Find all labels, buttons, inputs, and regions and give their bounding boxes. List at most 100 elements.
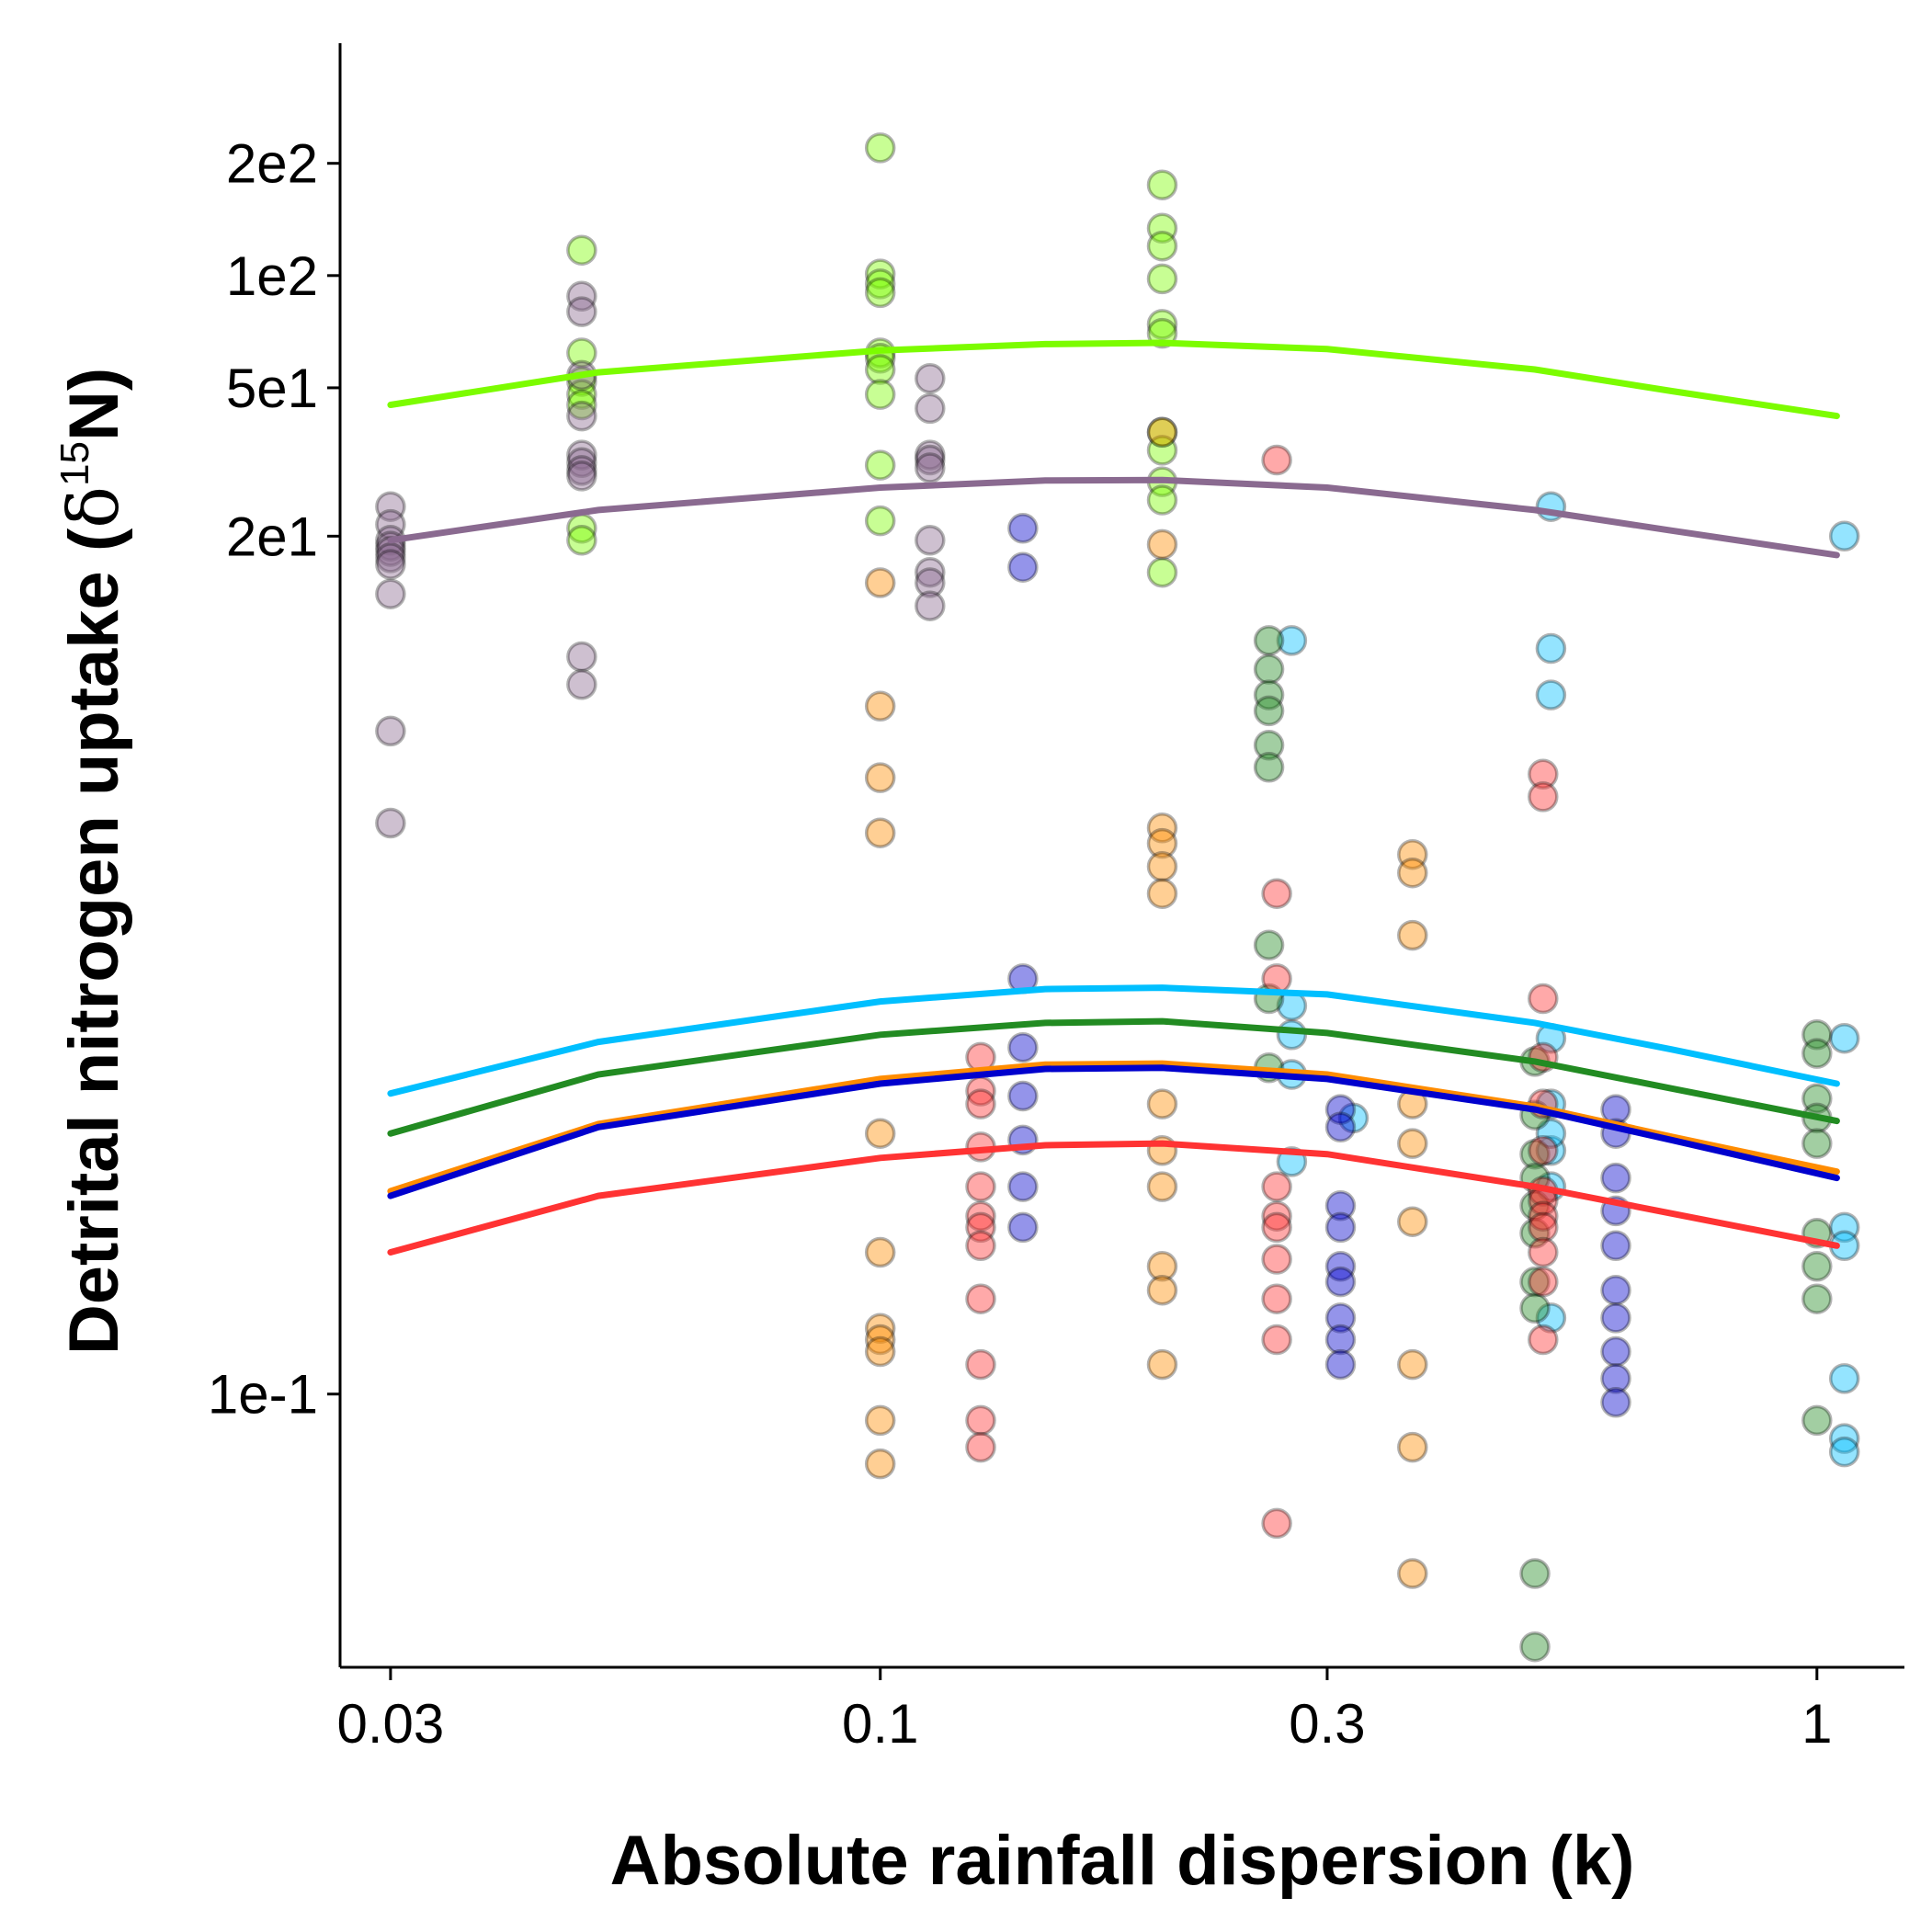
data-point [1261,1507,1292,1540]
data-point [1253,730,1285,761]
data-point [566,280,597,313]
data-point [1801,1128,1833,1159]
data-point [1324,1094,1357,1125]
fit-line [387,1140,1840,1256]
data-point [1324,1111,1357,1143]
data-point [1535,1118,1567,1149]
data-point [566,455,597,486]
data-point [1146,1088,1178,1119]
data-point [1146,827,1178,859]
data-point [864,1236,896,1268]
data-point [1253,929,1285,961]
data-point [1801,1083,1833,1115]
data-point [864,1404,896,1437]
data-point [1324,1348,1357,1381]
data-point [1828,1436,1860,1468]
data-point [864,567,896,598]
x-tick-label: 0.1 [842,1693,918,1755]
data-point [1528,781,1559,813]
y-axis-title: Detrital nitrogen uptake (δ15N) [52,368,134,1355]
data-point [1261,1283,1292,1314]
data-point [1519,1190,1551,1222]
data-point [864,1313,896,1345]
data-point [915,525,946,556]
data-point [1146,230,1178,262]
data-point [1397,1348,1428,1381]
data-point [965,1211,996,1244]
data-point [1600,1363,1631,1394]
data-point [1146,416,1178,449]
data-point [1261,1171,1292,1202]
axes [338,43,1904,1669]
data-point [864,449,896,481]
x-tick-label: 0.3 [1289,1693,1365,1755]
data-point [566,669,597,700]
data-point [1324,1211,1357,1244]
data-point [1324,1190,1357,1222]
data-point [1007,551,1039,583]
data-point [1261,1244,1292,1275]
data-point [1261,444,1292,476]
data-point [1600,1387,1631,1418]
data-point [915,567,946,598]
data-point [1828,1211,1860,1244]
fit-line [387,476,1840,559]
data-point [1007,1031,1039,1063]
data-point [915,444,946,476]
y-tick-label: 5e1 [226,358,318,419]
data-point [375,578,406,609]
data-point [1519,1218,1551,1249]
data-point [1253,752,1285,783]
data-point [1146,1274,1178,1306]
data-point [1146,484,1178,516]
data-point [1535,1302,1567,1334]
data-point [915,590,946,621]
data-point [1828,1363,1860,1394]
data-point [1528,758,1559,790]
data-point [1519,1292,1551,1324]
data-point [1828,1022,1860,1054]
data-point [1007,1171,1039,1202]
data-point [1146,169,1178,200]
x-axis-ticks: 0.03 0.1 0.3 1 [337,1667,1832,1755]
data-point [1519,1631,1551,1663]
data-point [1528,1200,1559,1232]
data-point [375,542,406,574]
y-tick-label: 1e2 [226,245,318,307]
data-point [1519,1266,1551,1298]
data-point [375,491,406,522]
x-tick-label: 0.03 [337,1693,445,1755]
data-point [1146,1348,1178,1381]
data-point [1253,653,1285,685]
data-point [1528,1236,1559,1268]
data-point [915,556,946,588]
data-point [375,549,406,580]
data-point [1397,1431,1428,1463]
data-point [1261,878,1292,909]
data-point [566,447,597,479]
data-point [1261,1200,1292,1232]
data-point [1146,1171,1178,1202]
data-point [1519,1558,1551,1589]
data-point [965,1088,996,1119]
data-point [864,1335,896,1368]
data-point [1600,1302,1631,1334]
data-point [1261,963,1292,994]
data-point [965,1230,996,1262]
data-point [915,439,946,471]
x-tick-label: 1 [1801,1693,1832,1755]
data-point [1397,857,1428,889]
data-point [965,1283,996,1314]
data-point [965,1404,996,1437]
data-point [566,439,597,471]
data-point [965,1200,996,1232]
data-point [375,715,406,747]
points-layer [375,132,1860,1663]
y-tick-label: 2e2 [226,133,318,195]
data-point [864,268,896,300]
fit-line [387,1017,1840,1137]
data-point [1528,1211,1559,1244]
data-point [864,1448,896,1480]
data-point [1324,1302,1357,1334]
